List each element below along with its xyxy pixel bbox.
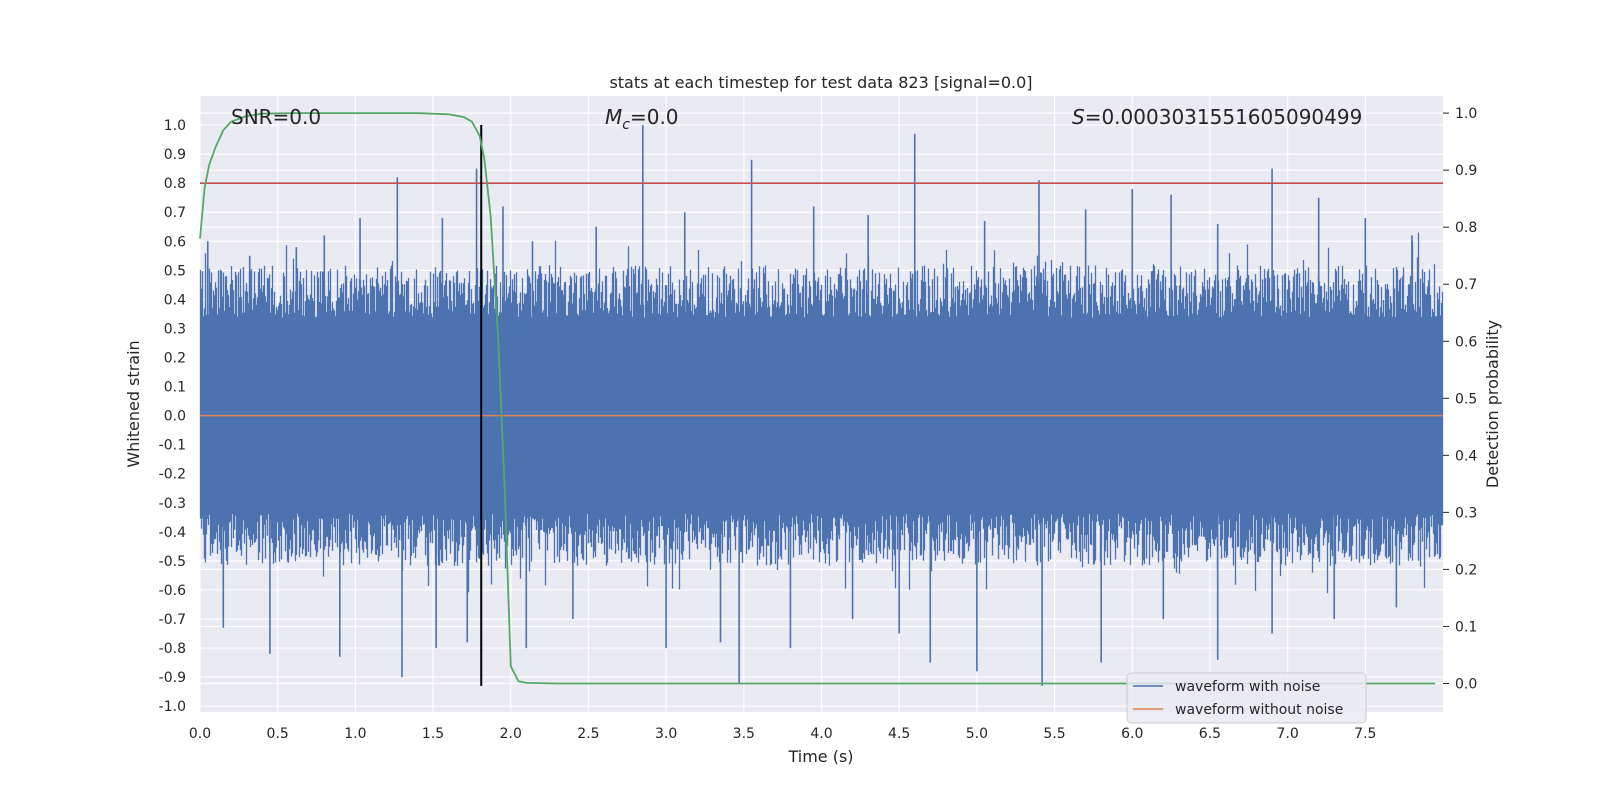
chirp-mass-annotation: Mc=0.0 [605,105,679,133]
x-axis-label: Time (s) [787,747,853,766]
x-tick-label: 3.0 [655,726,677,742]
s-symbol: S [1072,105,1085,129]
mc-value: =0.0 [630,105,679,129]
x-tick-label: 0.5 [267,726,289,742]
y-axis-label-right: Detection probability [1483,320,1502,488]
y-tick-label-left: -0.1 [159,438,186,454]
x-tick-label: 2.0 [500,726,522,742]
s-value: =0.0003031551605090499 [1085,105,1363,129]
y-tick-label-left: -0.2 [159,467,186,483]
x-tick-label: 3.5 [733,726,755,742]
x-tick-label: 1.5 [422,726,444,742]
y-tick-label-left: 0.3 [164,321,186,337]
x-tick-label: 6.5 [1199,726,1221,742]
x-tick-label: 7.5 [1354,726,1376,742]
y-tick-label-left: 0.1 [164,380,186,396]
x-tick-label: 0.0 [189,726,211,742]
y-tick-label-right: 0.7 [1455,277,1477,293]
legend: waveform with noise waveform without noi… [1126,672,1367,724]
y-tick-label-right: 0.5 [1455,391,1477,407]
x-tick-label: 2.5 [577,726,599,742]
legend-label-noise: waveform with noise [1175,679,1320,695]
legend-label-clean: waveform without noise [1175,702,1343,718]
y-tick-label-left: -0.3 [159,496,186,512]
y-axis-label-left: Whitened strain [124,340,143,467]
x-tick-label: 5.5 [1043,726,1065,742]
y-tick-label-right: 0.4 [1455,448,1477,464]
y-tick-label-left: 0.7 [164,205,186,221]
x-tick-label: 1.0 [344,726,366,742]
y-tick-label-left: -0.8 [159,641,186,657]
overlay-lines [199,112,1443,686]
y-tick-label-right: 0.2 [1455,562,1477,578]
y-tick-label-left: -0.6 [159,583,186,599]
chart-title: stats at each timestep for test data 823… [609,73,1032,92]
noise-band [199,232,1444,594]
y-tick-label-left: -0.9 [159,670,186,686]
y-tick-label-left: 0.6 [164,234,186,250]
mc-symbol: M [605,105,622,129]
y-tick-label-right: 0.0 [1455,676,1477,692]
y-tick-label-left: 1.0 [164,118,186,134]
y-tick-label-left: -0.4 [159,525,186,541]
x-tick-label: 5.0 [966,726,988,742]
y-tick-label-left: 0.5 [164,263,186,279]
y-tick-label-left: -1.0 [159,699,186,715]
waveform-with-noise-series [199,125,1444,686]
axis-ticks: 1.0 0.9 0.8 0.7 0.6 0.5 0.4 0.3 0.2 0.1 0.0 -0.1 -0.… [159,106,1478,742]
x-tick-label: 4.5 [888,726,910,742]
y-tick-label-right: 0.8 [1455,220,1477,236]
y-tick-label-right: 0.3 [1455,505,1477,521]
y-tick-label-left: -0.5 [159,554,186,570]
y-tick-label-left: -0.7 [159,612,186,628]
x-tick-label: 7.0 [1276,726,1298,742]
y-tick-label-left: 0.4 [164,292,186,308]
y-tick-label-left: 0.8 [164,176,186,192]
y-tick-label-right: 0.1 [1455,619,1477,635]
s-annotation: S=0.0003031551605090499 [1072,105,1362,129]
snr-annotation: SNR=0.0 [231,105,321,129]
mc-subscript: c [622,117,630,133]
y-tick-label-left: 0.9 [164,147,186,163]
y-tick-label-right: 0.6 [1455,334,1477,350]
x-tick-label: 6.0 [1121,726,1143,742]
y-tick-label-left: 0.2 [164,351,186,367]
x-tick-label: 4.0 [810,726,832,742]
y-tick-label-right: 1.0 [1455,106,1477,122]
detection-probability-line [199,112,1436,685]
legend-box [1126,672,1367,724]
y-tick-label-right: 0.9 [1455,163,1477,179]
y-tick-label-left: 0.0 [164,409,186,425]
